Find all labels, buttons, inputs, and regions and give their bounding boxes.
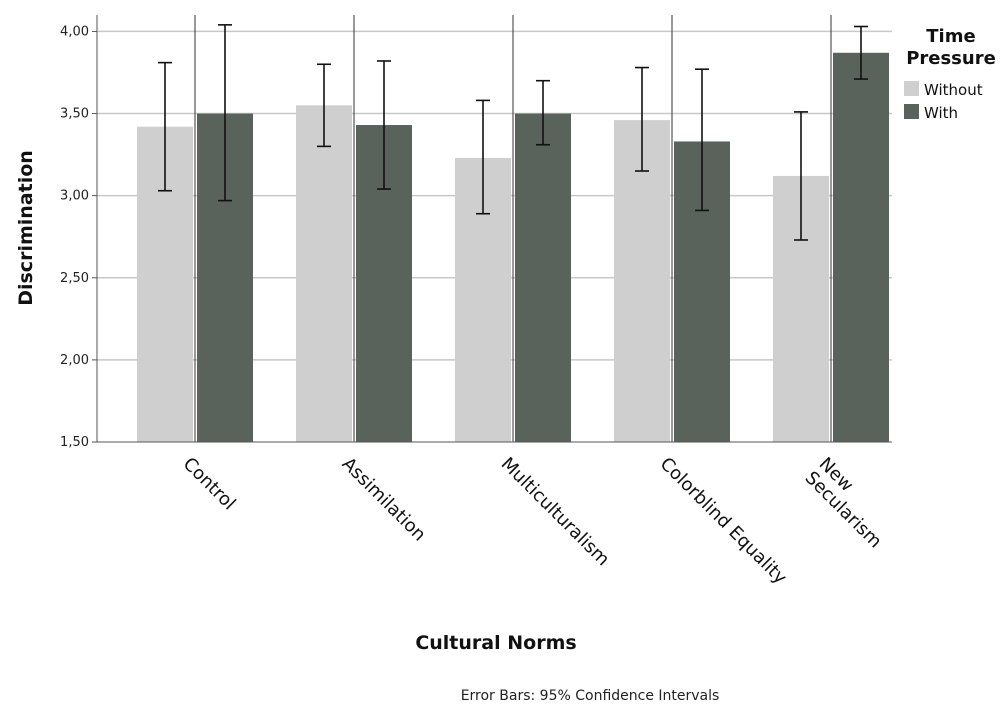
category-label: Control xyxy=(179,453,240,514)
bars xyxy=(137,52,889,443)
category-label: Colorblind Equality xyxy=(656,453,791,588)
y-tick-labels: 1,50 2,00 2,50 3,00 3,50 4,00 xyxy=(60,24,89,450)
legend-title-line-1: Time xyxy=(926,26,975,47)
y-axis-title: Discrimination xyxy=(15,150,37,306)
error-bars-footnote: Error Bars: 95% Confidence Intervals xyxy=(461,688,720,704)
y-tick-label: 1,50 xyxy=(60,435,89,450)
legend-title-line-2: Pressure xyxy=(906,48,996,69)
category-label: Assimilation xyxy=(338,453,430,545)
bar-with xyxy=(515,113,571,443)
y-tick-label: 3,50 xyxy=(60,107,89,122)
bar-without xyxy=(614,120,670,442)
category-labels: Control Assimilation Multiculturalism Color… xyxy=(179,453,900,588)
legend-label-without: Without xyxy=(924,81,983,99)
bar-with xyxy=(833,52,889,443)
category-label: Multiculturalism xyxy=(497,453,614,570)
x-axis-title: Cultural Norms xyxy=(415,632,576,654)
legend-swatch-without xyxy=(904,81,919,96)
y-tick-label: 4,00 xyxy=(60,24,89,39)
error-bars xyxy=(158,24,868,241)
legend-swatch-with xyxy=(904,104,919,119)
y-tick-label: 2,50 xyxy=(60,271,89,286)
bar-without xyxy=(296,105,352,443)
axes xyxy=(92,15,892,443)
category-label: NewSecularism xyxy=(801,453,900,552)
y-tick-label: 2,00 xyxy=(60,353,89,368)
legend-label-with: With xyxy=(924,104,958,122)
legend: Time Pressure Without With xyxy=(904,26,996,122)
y-tick-label: 3,00 xyxy=(60,189,89,204)
